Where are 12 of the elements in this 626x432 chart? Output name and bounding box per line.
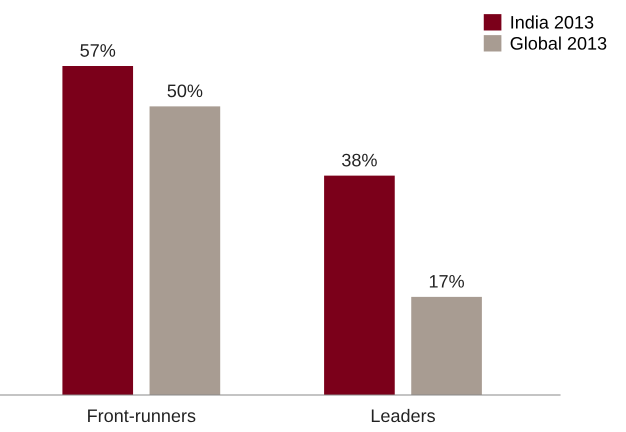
x-tick-label: Leaders [372,408,435,422]
legend-label: India 2013 [511,15,594,29]
data-label: 17% [430,275,464,288]
bar [324,176,395,395]
bar [62,66,134,395]
legend-label: Global 2013 [510,36,606,50]
bar [150,106,220,395]
x-tick-label: Front-runners [88,410,196,422]
data-label: 50% [168,84,202,98]
bar [411,296,482,395]
data-label: 57% [80,44,116,57]
data-label: 38% [342,154,377,166]
